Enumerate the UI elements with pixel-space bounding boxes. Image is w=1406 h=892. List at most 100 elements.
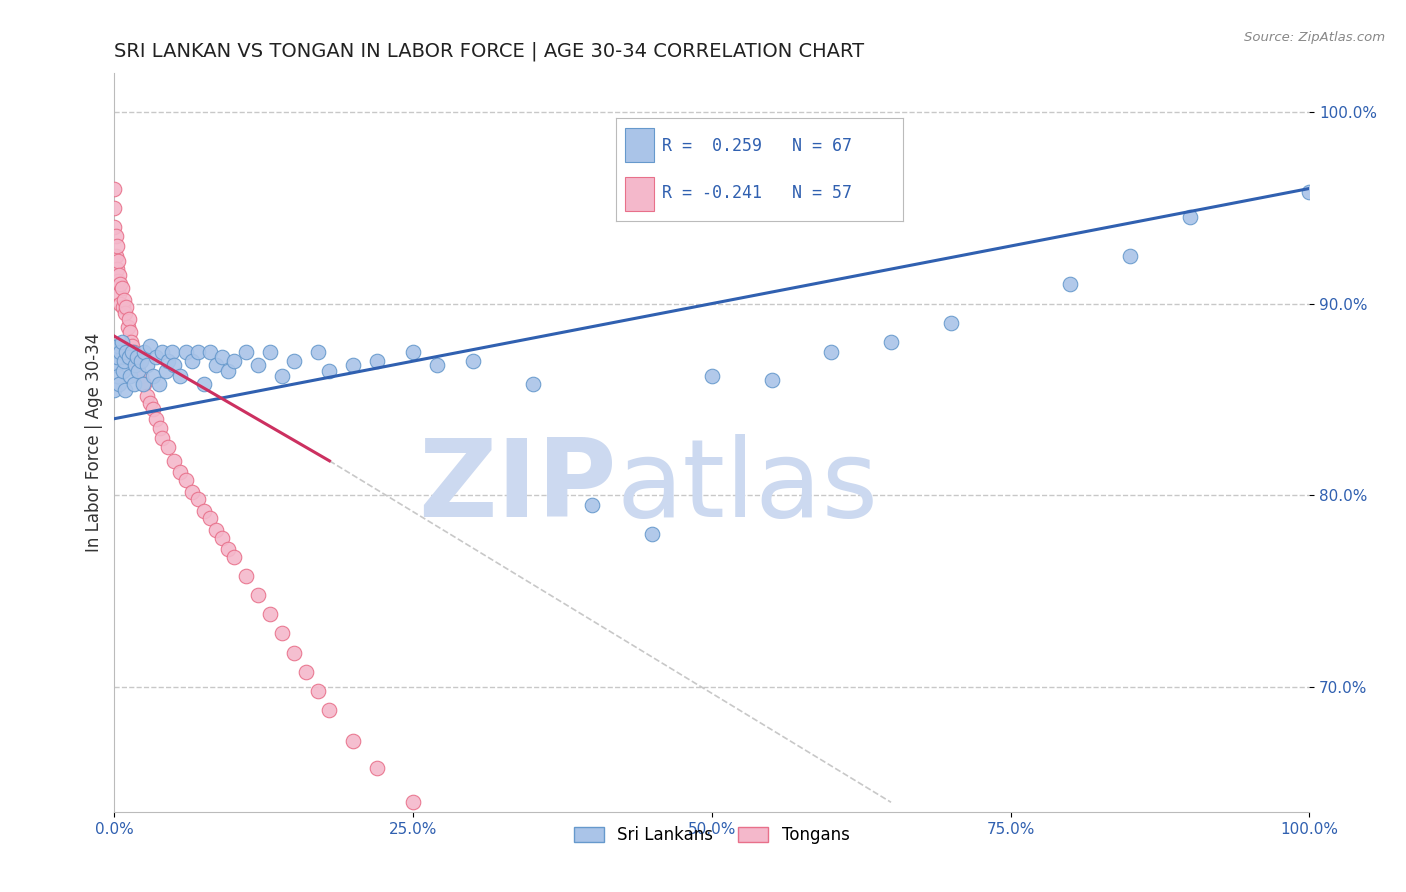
Point: [107, 369, 129, 384]
Point: [120, 334, 142, 349]
Point: [150, 431, 173, 445]
Legend: Sri Lankans, Tongans: Sri Lankans, Tongans: [574, 826, 849, 844]
Point: [211, 351, 233, 365]
Point: [169, 466, 191, 480]
Point: [402, 795, 425, 809]
Point: [108, 287, 131, 301]
Point: [108, 268, 131, 282]
Point: [118, 326, 141, 340]
Point: [187, 492, 209, 507]
Point: [1059, 277, 1081, 292]
Point: [125, 354, 148, 368]
Point: [145, 411, 167, 425]
Point: [110, 296, 132, 310]
Point: [110, 344, 132, 359]
Point: [259, 607, 281, 622]
Point: [193, 504, 215, 518]
Point: [342, 734, 364, 748]
Point: [108, 377, 131, 392]
Text: Source: ZipAtlas.com: Source: ZipAtlas.com: [1244, 31, 1385, 45]
Point: [134, 377, 156, 392]
Point: [103, 383, 125, 397]
Point: [118, 312, 141, 326]
Point: [103, 354, 125, 368]
Point: [115, 344, 138, 359]
Point: [1298, 186, 1320, 200]
Point: [1178, 211, 1201, 225]
Point: [402, 344, 425, 359]
Point: [174, 473, 197, 487]
Point: [169, 369, 191, 384]
Point: [104, 358, 127, 372]
Point: [246, 358, 269, 372]
Point: [110, 277, 132, 292]
Y-axis label: In Labor Force | Age 30-34: In Labor Force | Age 30-34: [86, 333, 103, 552]
Point: [270, 369, 292, 384]
Point: [129, 354, 152, 368]
Point: [127, 351, 149, 365]
Point: [122, 377, 145, 392]
Point: [198, 344, 221, 359]
Point: [283, 646, 305, 660]
Point: [205, 523, 228, 537]
Point: [110, 334, 132, 349]
Point: [124, 358, 146, 372]
Point: [107, 339, 129, 353]
Point: [105, 262, 128, 277]
Point: [174, 344, 197, 359]
Point: [181, 484, 204, 499]
Point: [107, 274, 129, 288]
Point: [160, 344, 183, 359]
Point: [103, 219, 125, 234]
Point: [157, 441, 180, 455]
Point: [129, 369, 152, 384]
Point: [222, 354, 245, 368]
Point: [1119, 249, 1142, 263]
Point: [163, 358, 186, 372]
Point: [149, 421, 172, 435]
Point: [880, 334, 903, 349]
Point: [150, 344, 173, 359]
Point: [211, 531, 233, 545]
Point: [142, 402, 165, 417]
Point: [217, 542, 239, 557]
Point: [426, 358, 449, 372]
Text: atlas: atlas: [616, 434, 879, 540]
Point: [112, 354, 135, 368]
Point: [118, 369, 141, 384]
Point: [107, 254, 129, 268]
Point: [205, 358, 228, 372]
Point: [939, 316, 962, 330]
Point: [114, 383, 136, 397]
Point: [132, 377, 155, 392]
Point: [105, 351, 128, 365]
Point: [181, 354, 204, 368]
Point: [112, 293, 135, 307]
Text: ZIP: ZIP: [418, 434, 616, 540]
Point: [111, 364, 134, 378]
Point: [307, 684, 329, 698]
Point: [118, 351, 141, 365]
Point: [163, 454, 186, 468]
Point: [366, 761, 388, 775]
Point: [522, 377, 544, 392]
Point: [103, 181, 125, 195]
Point: [114, 306, 136, 320]
Point: [641, 526, 664, 541]
Point: [104, 249, 127, 263]
Point: [157, 354, 180, 368]
Point: [461, 354, 484, 368]
Point: [135, 358, 157, 372]
Point: [127, 364, 149, 378]
Point: [148, 377, 170, 392]
Point: [193, 377, 215, 392]
Point: [117, 319, 139, 334]
Point: [187, 344, 209, 359]
Point: [105, 239, 128, 253]
Point: [820, 344, 842, 359]
Text: SRI LANKAN VS TONGAN IN LABOR FORCE | AGE 30-34 CORRELATION CHART: SRI LANKAN VS TONGAN IN LABOR FORCE | AG…: [114, 42, 865, 62]
Point: [307, 344, 329, 359]
Point: [103, 201, 125, 215]
Point: [121, 344, 143, 359]
Point: [283, 354, 305, 368]
